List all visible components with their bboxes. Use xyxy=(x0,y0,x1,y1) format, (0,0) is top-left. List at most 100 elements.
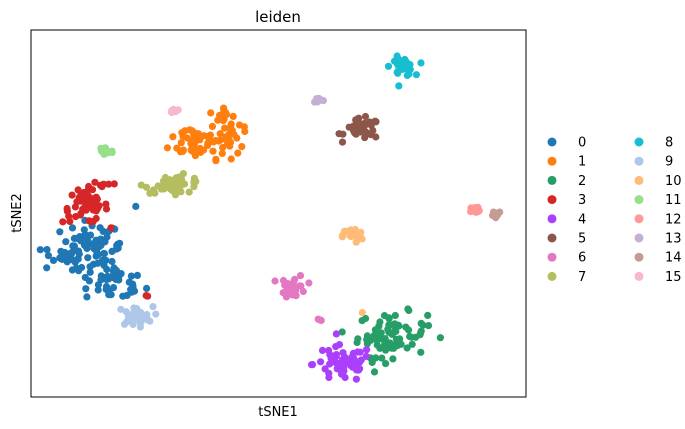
data-point xyxy=(371,326,379,334)
legend-marker xyxy=(634,175,644,185)
data-point xyxy=(227,155,235,163)
legend-marker xyxy=(634,214,644,224)
data-point xyxy=(358,309,366,317)
series-1-points xyxy=(163,104,249,165)
data-point xyxy=(385,315,393,323)
data-point xyxy=(241,127,249,136)
data-point xyxy=(354,335,362,343)
data-point xyxy=(175,173,183,181)
series-8-points xyxy=(384,52,425,90)
data-point xyxy=(136,318,144,326)
data-point xyxy=(94,286,102,294)
data-point xyxy=(59,254,67,262)
legend-marker xyxy=(547,271,557,281)
data-point xyxy=(76,211,84,219)
data-point xyxy=(405,61,413,69)
data-point xyxy=(80,241,89,249)
data-point xyxy=(142,183,151,191)
data-point xyxy=(390,344,398,352)
legend-item-13: 13 xyxy=(634,232,682,247)
data-point xyxy=(212,157,220,165)
data-point xyxy=(234,149,242,157)
data-point xyxy=(339,359,348,367)
data-point xyxy=(100,261,108,270)
data-point xyxy=(159,177,168,185)
data-point xyxy=(405,326,413,334)
legend-marker xyxy=(547,214,557,224)
legend-marker xyxy=(634,252,644,262)
data-point xyxy=(374,335,382,344)
data-point xyxy=(373,341,381,349)
data-point xyxy=(72,264,80,272)
data-point xyxy=(358,235,366,243)
data-point xyxy=(208,122,216,130)
data-point xyxy=(357,356,365,364)
data-point xyxy=(341,373,349,382)
data-point xyxy=(143,284,151,292)
data-point xyxy=(67,249,75,257)
data-point xyxy=(384,62,393,70)
data-point xyxy=(94,259,102,267)
data-point xyxy=(86,231,95,239)
data-point xyxy=(207,109,215,117)
legend-label: 7 xyxy=(578,270,586,285)
legend-label: 12 xyxy=(665,212,682,227)
legend-marker xyxy=(634,271,644,281)
data-point xyxy=(169,133,177,141)
data-point xyxy=(346,356,354,364)
data-point xyxy=(350,227,358,235)
data-point xyxy=(357,228,365,236)
data-point xyxy=(380,341,388,349)
legend-item-15: 15 xyxy=(634,270,682,285)
legend-item-7: 7 xyxy=(547,270,586,285)
data-point xyxy=(216,130,224,138)
data-point xyxy=(332,343,340,351)
data-point xyxy=(123,318,131,326)
data-point xyxy=(185,188,193,196)
data-point xyxy=(87,218,95,226)
data-point xyxy=(77,190,85,198)
data-point xyxy=(392,335,400,343)
data-point xyxy=(36,246,44,254)
legend-item-0: 0 xyxy=(547,136,586,151)
data-point xyxy=(108,147,116,155)
legend-marker xyxy=(547,175,557,185)
data-point xyxy=(403,71,411,79)
data-point xyxy=(94,281,102,289)
data-point xyxy=(102,282,111,291)
data-point xyxy=(112,245,120,253)
legend-label: 5 xyxy=(578,232,586,247)
data-point xyxy=(389,355,397,363)
data-point xyxy=(177,188,185,196)
legend-item-6: 6 xyxy=(547,251,586,266)
data-point xyxy=(56,228,64,236)
data-point xyxy=(100,180,108,188)
data-point xyxy=(209,147,217,155)
data-point xyxy=(412,71,420,79)
data-point xyxy=(366,118,374,126)
data-point xyxy=(403,344,411,352)
data-point xyxy=(68,191,76,199)
data-point xyxy=(356,124,364,132)
data-point xyxy=(299,287,307,296)
scatter-points xyxy=(36,52,504,383)
data-point xyxy=(219,143,227,152)
data-point xyxy=(382,360,390,368)
data-point xyxy=(97,235,105,243)
data-point xyxy=(235,121,244,129)
data-point xyxy=(327,354,335,362)
data-point xyxy=(75,234,83,243)
data-point xyxy=(49,256,58,264)
data-point xyxy=(100,250,108,258)
data-point xyxy=(419,321,427,329)
data-point xyxy=(78,196,86,204)
data-point xyxy=(352,375,360,383)
data-point xyxy=(102,147,110,156)
y-axis-label: tSNE2 xyxy=(10,193,25,233)
data-point xyxy=(99,227,107,235)
data-point xyxy=(154,182,162,190)
data-point xyxy=(317,316,325,324)
data-point xyxy=(83,293,91,301)
data-point xyxy=(338,233,346,241)
